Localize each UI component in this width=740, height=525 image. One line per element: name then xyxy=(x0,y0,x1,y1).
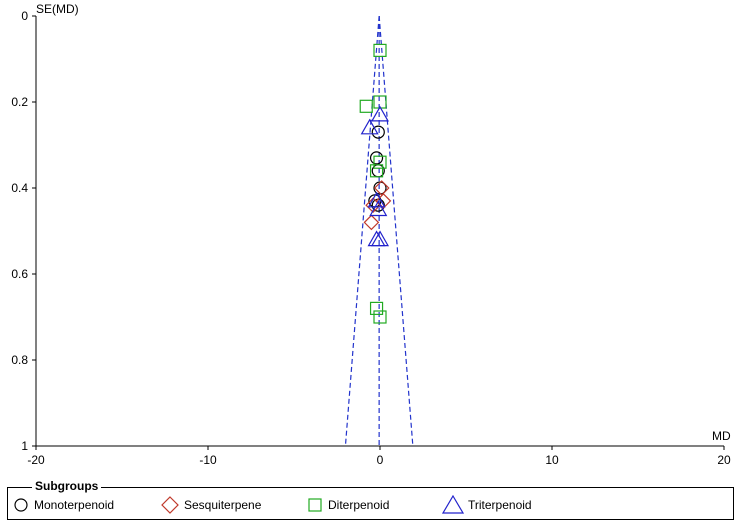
legend-label: Triterpenoid xyxy=(468,498,532,512)
x-axis-title: MD xyxy=(712,429,731,443)
y-tick-label: 0.6 xyxy=(11,267,28,281)
legend-item-monoterpenoid: Monoterpenoid xyxy=(12,496,114,514)
funnel-plot: 0 0.2 0.4 0.6 0.8 1-20 -10 0 10 20 SE(MD) MD xyxy=(11,2,731,467)
funnel-right-line xyxy=(378,15,414,447)
funnel-left-line xyxy=(344,15,380,447)
triangle-marker-icon xyxy=(442,495,464,514)
circle-marker-icon xyxy=(14,498,28,512)
y-tick-label: 0.8 xyxy=(11,353,28,367)
x-tick-label: 0 xyxy=(377,453,384,467)
y-tick-label: 0.2 xyxy=(11,95,28,109)
diterpenoid-point xyxy=(373,155,387,169)
x-tick-label: -20 xyxy=(27,453,45,467)
diterpenoid-point xyxy=(369,164,384,178)
x-tick-label: 10 xyxy=(545,453,559,467)
legend-label: Diterpenoid xyxy=(328,498,390,512)
diterpenoid-point xyxy=(373,43,387,58)
legend-item-diterpenoid: Diterpenoid xyxy=(306,496,389,514)
legend: Subgroups Monoterpenoid Sesquiterpene Di… xyxy=(7,479,734,520)
y-axis-title: SE(MD) xyxy=(36,2,79,16)
sesquiterpene-point xyxy=(375,193,392,209)
triterpenoid-point xyxy=(367,191,386,208)
y-tick-label: 0.4 xyxy=(11,181,28,195)
legend-label: Monoterpenoid xyxy=(34,498,115,512)
triterpenoid-point xyxy=(369,200,388,217)
x-tick-label: -10 xyxy=(199,453,217,467)
y-tick-label: 1 xyxy=(21,439,28,453)
monoterpenoid-point xyxy=(369,151,384,165)
square-marker-icon xyxy=(308,498,322,512)
diterpenoid-point xyxy=(369,301,384,315)
legend-title: Subgroups xyxy=(32,479,102,493)
diamond-marker-icon xyxy=(161,496,179,514)
y-tick-label: 0 xyxy=(21,9,28,23)
x-tick-label: 20 xyxy=(717,453,731,467)
triterpenoid-point xyxy=(370,230,390,247)
triterpenoid-point xyxy=(360,118,379,135)
triterpenoid-point xyxy=(370,105,390,122)
monoterpenoid-point xyxy=(371,125,385,139)
diterpenoid-point xyxy=(373,310,387,324)
data-points xyxy=(359,43,392,324)
diterpenoid-point xyxy=(359,99,373,113)
legend-item-sesquiterpene: Sesquiterpene xyxy=(160,496,261,514)
sesquiterpene-point xyxy=(363,214,380,231)
legend-item-triterpenoid: Triterpenoid xyxy=(442,495,532,514)
funnel-lines xyxy=(344,15,414,447)
legend-label: Sesquiterpene xyxy=(184,498,262,512)
axes: 0 0.2 0.4 0.6 0.8 1-20 -10 0 10 20 xyxy=(11,9,731,467)
